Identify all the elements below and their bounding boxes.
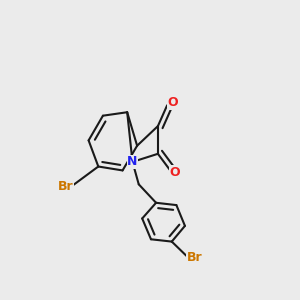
Text: O: O (170, 166, 180, 179)
Text: O: O (168, 96, 178, 109)
Text: N: N (127, 155, 138, 168)
Text: Br: Br (58, 180, 73, 193)
Text: Br: Br (187, 251, 203, 264)
